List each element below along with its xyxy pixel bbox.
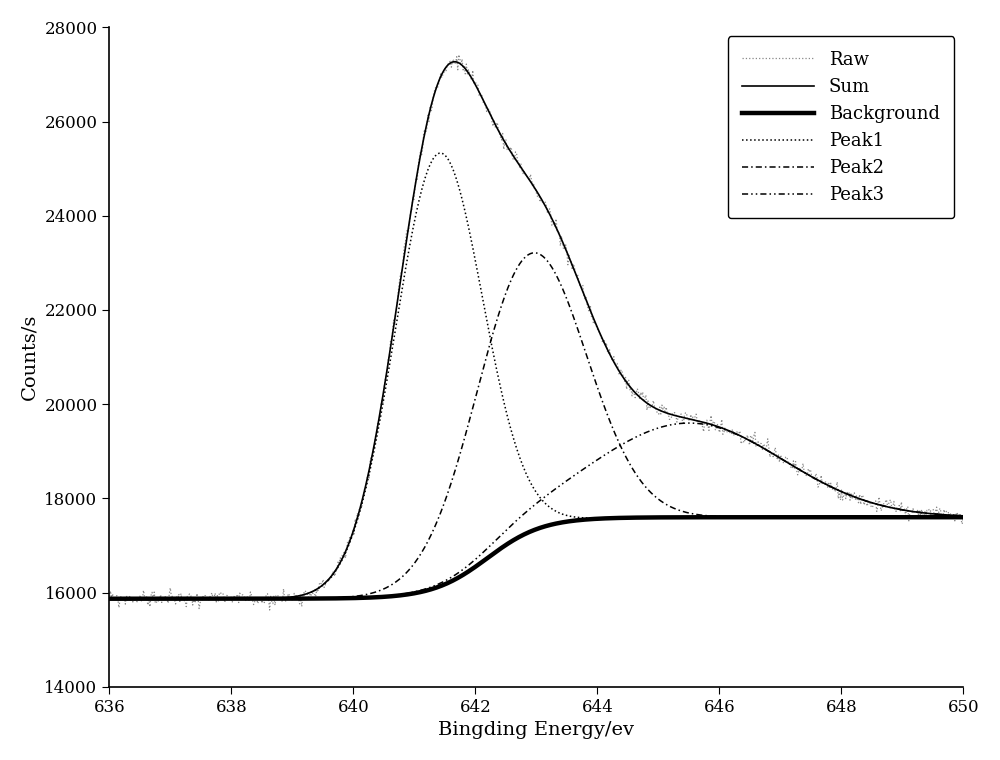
Background <box>103 594 115 603</box>
Background <box>751 513 763 522</box>
Y-axis label: Counts/s: Counts/s <box>21 314 39 401</box>
Peak2 <box>156 594 168 603</box>
Raw <box>624 385 636 394</box>
Peak1 <box>623 513 635 522</box>
Peak1 <box>840 513 852 522</box>
Sum <box>840 489 852 498</box>
Peak2 <box>623 458 635 467</box>
Background <box>622 513 634 522</box>
Peak2 <box>957 513 969 522</box>
Raw <box>957 511 969 520</box>
Raw <box>650 404 662 413</box>
Background <box>957 513 969 522</box>
Peak3 <box>103 594 115 603</box>
Peak3 <box>752 441 764 450</box>
Legend: Raw, Sum, Background, Peak1, Peak2, Peak3: Raw, Sum, Background, Peak1, Peak2, Peak… <box>728 36 954 218</box>
Peak2 <box>529 249 541 258</box>
Background <box>647 513 659 522</box>
Raw <box>453 50 465 59</box>
Peak2 <box>600 407 612 416</box>
Line: Peak3: Peak3 <box>109 423 963 599</box>
Raw <box>264 606 276 615</box>
Peak3 <box>156 594 168 603</box>
Background <box>599 514 611 523</box>
Peak2 <box>648 492 660 501</box>
Sum <box>103 594 115 603</box>
Line: Raw: Raw <box>109 55 963 610</box>
Sum <box>449 57 461 66</box>
Sum <box>752 441 764 450</box>
Background <box>156 594 168 603</box>
Peak3 <box>683 419 695 428</box>
Peak1 <box>648 513 660 522</box>
Peak2 <box>840 513 852 522</box>
Peak3 <box>647 425 659 434</box>
Peak2 <box>752 513 764 522</box>
Background <box>839 513 851 522</box>
Sum <box>600 343 612 352</box>
Line: Peak2: Peak2 <box>109 253 963 599</box>
Peak1 <box>957 513 969 522</box>
Sum <box>623 381 635 390</box>
Sum <box>957 511 969 521</box>
Peak3 <box>957 511 969 521</box>
Line: Sum: Sum <box>109 62 963 599</box>
Peak1 <box>435 148 447 157</box>
Sum <box>648 404 660 413</box>
Peak3 <box>840 489 852 498</box>
Peak1 <box>156 594 168 603</box>
Raw <box>156 598 168 607</box>
Raw <box>841 489 853 498</box>
Peak1 <box>103 594 115 603</box>
Peak3 <box>599 450 611 459</box>
Peak3 <box>622 437 634 446</box>
Raw <box>753 442 765 451</box>
Peak2 <box>103 594 115 603</box>
Peak1 <box>752 513 764 522</box>
Sum <box>156 594 168 603</box>
Line: Peak1: Peak1 <box>109 153 963 599</box>
Peak1 <box>600 514 612 523</box>
Line: Background: Background <box>109 518 963 599</box>
Raw <box>103 594 115 603</box>
X-axis label: Bingding Energy/ev: Bingding Energy/ev <box>438 721 634 739</box>
Raw <box>601 347 613 356</box>
